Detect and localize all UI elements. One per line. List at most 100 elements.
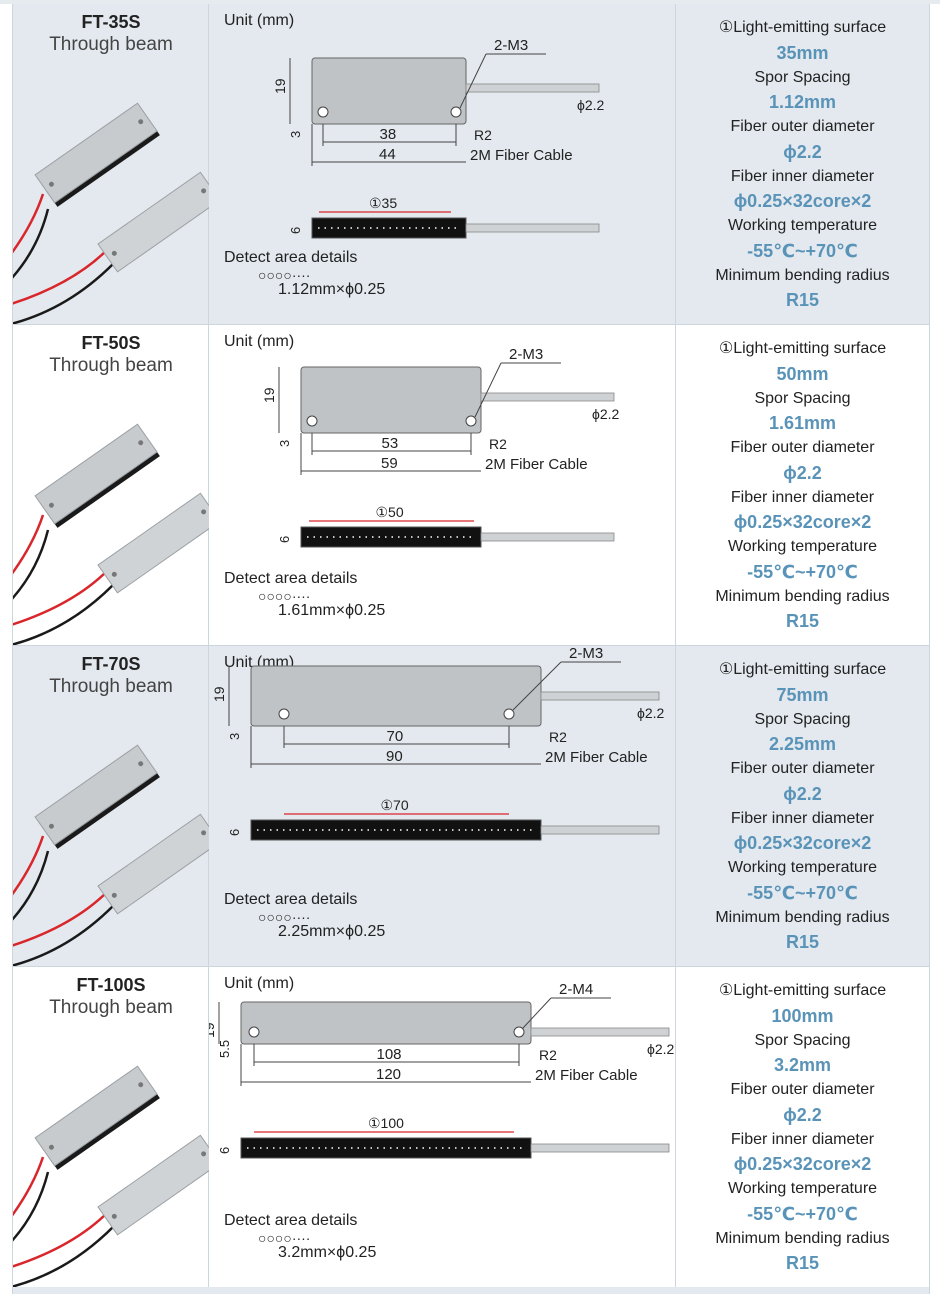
unit-label: Unit (mm) xyxy=(224,975,295,992)
sensor-photo xyxy=(13,423,209,645)
beam-width-label: ①35 xyxy=(369,195,397,211)
length-dimension: 59 xyxy=(381,455,398,472)
spec-value: 1.61mm xyxy=(768,413,837,433)
hole-pitch-dimension: 38 xyxy=(380,126,397,143)
cable-diameter: ϕ2.2 xyxy=(647,1041,675,1057)
length-dimension: 44 xyxy=(379,146,396,163)
detect-spacing: 3.2mm×ϕ0.25 xyxy=(278,1244,377,1261)
hole-pitch-dimension: 108 xyxy=(377,1046,402,1063)
spec-label: Working temperature xyxy=(727,217,878,234)
spec-value: R15 xyxy=(785,611,820,631)
beam-width-label: ①70 xyxy=(381,797,409,813)
sensor-photo xyxy=(13,1065,209,1287)
thread-callout: 2-M3 xyxy=(494,37,528,54)
model-cell: FT-70S Through beam xyxy=(13,646,209,966)
spec-label: Minimum bending radius xyxy=(715,1229,890,1247)
mount-hole xyxy=(306,415,318,427)
spec-value: 2.25mm xyxy=(768,734,837,754)
model-cell: FT-35S Through beam xyxy=(13,4,209,324)
spec-label: Fiber inner diameter xyxy=(730,488,875,506)
detect-spacing: 2.25mm×ϕ0.25 xyxy=(278,923,386,940)
spec-cell: ①Light-emitting surface 75mm Spor Spacin… xyxy=(676,646,929,966)
model-name: FT-35S xyxy=(81,12,141,32)
model-name: FT-70S xyxy=(81,654,141,674)
cable-length-label: 2M Fiber Cable xyxy=(485,456,588,473)
spec-label: Spor Spacing xyxy=(754,1031,851,1049)
spec-cell: ①Light-emitting surface 35mm Spor Spacin… xyxy=(676,4,929,324)
model-type: Through beam xyxy=(49,676,173,697)
cable-diameter: ϕ2.2 xyxy=(577,97,605,113)
product-row: FT-35S Through beam xyxy=(13,4,929,325)
detect-dots: ○○○○···· xyxy=(258,909,311,925)
spec-list: ①Light-emitting surface 100mm Spor Spaci… xyxy=(676,979,929,1276)
spec-value: ϕ2.2 xyxy=(783,462,822,483)
sensor-photo xyxy=(13,744,209,966)
spec-label: Minimum bending radius xyxy=(715,908,890,926)
product-spec-table: FT-35S Through beam xyxy=(12,4,930,1288)
thread-callout: 2-M4 xyxy=(559,981,593,998)
fiber-cable-side xyxy=(480,532,615,542)
sensor-photo xyxy=(13,102,209,324)
beam-height-dimension: 6 xyxy=(217,1147,232,1154)
length-dimension: 120 xyxy=(376,1066,401,1083)
fiber-cable-side xyxy=(465,223,600,233)
product-row: FT-50S Through beam xyxy=(13,325,929,646)
spec-label: Fiber outer diameter xyxy=(730,760,875,777)
spec-list: ①Light-emitting surface 35mm Spor Spacin… xyxy=(676,16,929,313)
spec-label: Fiber inner diameter xyxy=(730,167,875,185)
product-row: FT-70S Through beam xyxy=(13,646,929,967)
detect-area: Detect area details ○○○○···· 2.25mm×ϕ0.2… xyxy=(224,891,385,941)
model-type: Through beam xyxy=(49,355,173,376)
mount-hole xyxy=(317,106,329,118)
spec-cell: ①Light-emitting surface 50mm Spor Spacin… xyxy=(676,325,929,645)
fiber-cable xyxy=(465,83,600,93)
cable-length-label: 2M Fiber Cable xyxy=(470,147,573,164)
height-dimension: 19 xyxy=(209,1022,217,1038)
fiber-cable xyxy=(530,1027,670,1037)
spec-value: ϕ0.25×32core×2 xyxy=(733,512,872,532)
hole-pitch-dimension: 70 xyxy=(387,728,404,745)
model-cell: FT-100S Through beam xyxy=(13,967,209,1287)
spec-value: R15 xyxy=(785,932,820,952)
cable-length-label: 2M Fiber Cable xyxy=(545,749,648,766)
dimension-drawing: 2-M4 ϕ2.2 19 5.5 108 120 R2 2M Fiber Cab… xyxy=(209,981,675,1159)
offset-dimension: 5.5 xyxy=(217,1040,232,1058)
unit-label: Unit (mm) xyxy=(224,12,295,29)
drawing-cell: Unit (mm) 2-M4 ϕ2.2 19 5.5 xyxy=(209,967,676,1287)
beam-width-label: ①50 xyxy=(376,504,404,520)
spec-label: Working temperature xyxy=(727,859,878,876)
fiber-cable xyxy=(540,691,660,701)
spec-label: Minimum bending radius xyxy=(715,587,890,605)
spec-label: Fiber outer diameter xyxy=(730,1081,875,1098)
sensor-body-outline xyxy=(250,665,542,727)
detect-spacing: 1.61mm×ϕ0.25 xyxy=(278,602,386,619)
model-cell: FT-50S Through beam xyxy=(13,325,209,645)
radius-callout: R2 xyxy=(489,436,507,452)
offset-dimension: 3 xyxy=(288,131,303,138)
mount-hole xyxy=(450,106,462,118)
spec-value: ϕ0.25×32core×2 xyxy=(733,191,872,211)
spec-value: 3.2mm xyxy=(773,1055,832,1075)
detect-area: Detect area details ○○○○···· 1.61mm×ϕ0.2… xyxy=(224,570,385,620)
mount-hole xyxy=(278,708,290,720)
detect-area: Detect area details ○○○○···· 3.2mm×ϕ0.25 xyxy=(224,1212,376,1262)
spec-label: Fiber inner diameter xyxy=(730,1130,875,1148)
offset-dimension: 3 xyxy=(227,733,242,740)
detect-dots: ○○○○···· xyxy=(258,1230,311,1246)
spec-label: Spor Spacing xyxy=(754,710,851,728)
mount-hole xyxy=(503,708,515,720)
spec-value: R15 xyxy=(785,1253,820,1273)
drawing-cell: Unit (mm) 2-M3 ϕ2.2 19 3 xyxy=(209,325,676,645)
fiber-cable-side xyxy=(530,1143,670,1153)
sensor-body-outline xyxy=(240,1001,532,1045)
sensor-body-outline xyxy=(300,366,482,434)
detect-title: Detect area details xyxy=(224,249,358,266)
spec-value: ϕ2.2 xyxy=(783,141,822,162)
spec-label: Minimum bending radius xyxy=(715,266,890,284)
model-name: FT-50S xyxy=(81,333,141,353)
mount-hole xyxy=(248,1026,260,1038)
spec-list: ①Light-emitting surface 50mm Spor Spacin… xyxy=(676,337,929,634)
cable-diameter: ϕ2.2 xyxy=(637,705,665,721)
beam-height-dimension: 6 xyxy=(277,536,292,543)
spec-label: Working temperature xyxy=(727,538,878,555)
